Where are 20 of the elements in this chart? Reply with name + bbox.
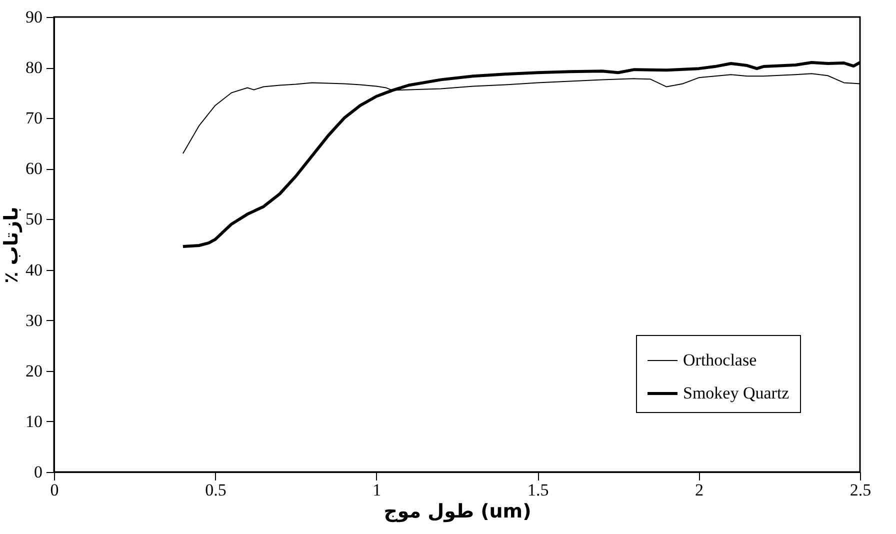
y-tick-label: 60 <box>26 159 42 178</box>
x-tick-label: 0.5 <box>205 480 226 500</box>
x-tick-label: 1.5 <box>527 480 549 500</box>
legend-label: Smokey Quartz <box>683 384 790 402</box>
x-tick-label: 2 <box>695 480 704 500</box>
x-tick-label: 2.5 <box>850 480 872 500</box>
y-tick-label: 40 <box>26 260 42 280</box>
y-tick-label: 80 <box>26 58 42 78</box>
y-tick-label: 10 <box>26 412 42 431</box>
y-tick-label: 20 <box>26 361 42 380</box>
y-tick-label: 70 <box>26 108 42 128</box>
legend-label: Orthoclase <box>683 350 757 370</box>
y-axis-title: ٪ بازتاب <box>0 206 22 284</box>
y-tick-label: 30 <box>26 310 42 330</box>
y-tick-label: 0 <box>34 462 42 482</box>
y-tick-label: 50 <box>26 210 42 229</box>
x-axis-title: طول موج (um) <box>384 500 532 522</box>
x-tick-label: 1 <box>372 480 382 500</box>
x-tick-label: 0 <box>50 480 59 500</box>
y-tick-label: 90 <box>26 8 42 26</box>
